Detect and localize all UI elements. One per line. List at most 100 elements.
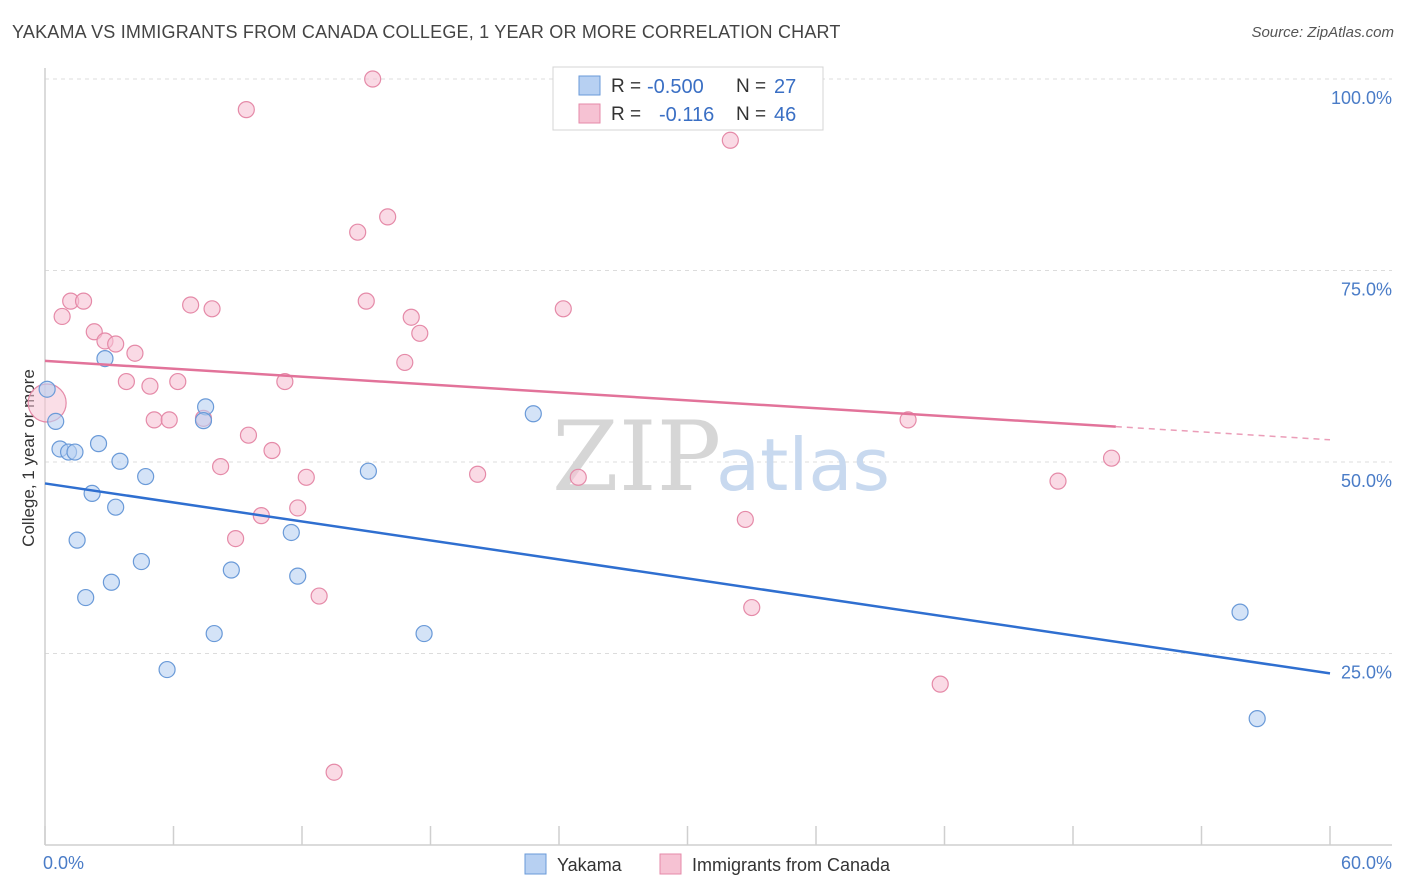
legend-swatch-canada <box>578 103 601 124</box>
trend-line-canada <box>44 359 1116 428</box>
yakama-point-19 <box>158 660 176 679</box>
yakama-point-7 <box>83 484 101 503</box>
trend-lines <box>44 359 1331 675</box>
y-tick-label-50: 50.0% <box>1341 471 1392 491</box>
canada-point-14 <box>203 300 221 318</box>
canada-point-11 <box>145 411 163 429</box>
canada-point-34 <box>554 300 572 318</box>
bottom-legend-label-yakama: Yakama <box>557 855 623 875</box>
canada-point-40 <box>736 510 754 529</box>
canada-point-10 <box>169 372 187 391</box>
canada-point-13 <box>182 296 200 314</box>
yakama-point-10 <box>68 531 86 549</box>
trend-line-yakama <box>44 482 1331 675</box>
canada-point-17 <box>239 426 258 444</box>
bottom-legend-label-canada: Immigrants from Canada <box>692 855 891 875</box>
source-label: Source: ZipAtlas.com <box>1251 24 1394 41</box>
yakama-point-9 <box>137 467 155 486</box>
canada-point-16 <box>212 457 230 476</box>
yakama-points <box>38 349 1266 728</box>
yakama-point-26 <box>1248 710 1266 728</box>
canada-point-20 <box>276 372 294 391</box>
canada-point-41 <box>899 411 917 429</box>
canada-point-32 <box>364 70 382 88</box>
canada-point-42 <box>931 675 949 693</box>
yakama-point-6 <box>111 452 129 470</box>
yakama-point-20 <box>282 523 300 542</box>
y-tick-labels: 25.0% 50.0% 75.0% 100.0% <box>1331 88 1392 683</box>
bottom-legend-swatch-yakama <box>524 853 547 875</box>
yakama-point-0 <box>38 380 56 398</box>
yakama-point-14 <box>96 349 114 368</box>
legend-r-value-canada: -0.116 <box>659 104 714 126</box>
yakama-point-24 <box>524 405 542 423</box>
canada-point-29 <box>402 308 420 326</box>
yakama-point-22 <box>359 462 377 480</box>
legend-n-value-canada: 46 <box>774 104 796 126</box>
canada-point-30 <box>411 324 429 342</box>
yakama-point-17 <box>222 561 240 579</box>
canada-point-6 <box>107 335 125 353</box>
y-tick-label-100: 100.0% <box>1331 88 1392 108</box>
watermark-zip: ZIP <box>552 401 721 513</box>
yakama-point-25 <box>1231 603 1249 621</box>
canada-point-43 <box>1049 472 1067 490</box>
canada-point-38 <box>721 131 739 149</box>
x-tick-label-min: 0.0% <box>43 853 84 873</box>
canada-point-9 <box>141 377 159 395</box>
canada-point-19 <box>263 441 281 460</box>
canada-point-8 <box>117 372 135 391</box>
y-tick-label-75: 75.0% <box>1341 280 1392 300</box>
legend-n-value-yakama: 27 <box>774 76 796 98</box>
legend-r-label-yakama: R = <box>611 76 641 97</box>
legend-n-label-canada: N = <box>736 104 766 125</box>
yakama-point-21 <box>289 567 307 585</box>
y-tick-label-25: 25.0% <box>1341 663 1392 683</box>
canada-point-28 <box>357 292 375 310</box>
watermark-atlas: atlas <box>716 423 890 507</box>
yakama-point-1 <box>47 412 65 431</box>
yakama-point-23 <box>415 624 433 643</box>
yakama-point-5 <box>89 435 108 453</box>
chart-title: YAKAMA VS IMMIGRANTS FROM CANADA COLLEGE… <box>12 22 841 42</box>
legend-swatch-yakama <box>578 75 601 96</box>
canada-point-27 <box>379 208 397 226</box>
x-tick-marks <box>44 826 1331 845</box>
canada-point-45 <box>325 763 343 781</box>
canada-point-24 <box>310 587 328 605</box>
canada-point-44 <box>1102 449 1121 467</box>
canada-point-33 <box>469 465 487 483</box>
canada-point-26 <box>349 223 367 241</box>
canada-point-23 <box>297 468 315 486</box>
yakama-point-11 <box>132 552 150 571</box>
canada-point-3 <box>74 292 93 310</box>
canada-point-39 <box>743 598 761 617</box>
legend-n-label-yakama: N = <box>736 76 766 97</box>
grid-lines <box>45 78 1392 654</box>
bottom-legend: Yakama Immigrants from Canada <box>524 853 891 875</box>
trend-line-canada-extension <box>1115 425 1331 441</box>
canada-point-35 <box>569 468 587 486</box>
yakama-point-12 <box>102 573 120 591</box>
yakama-point-18 <box>205 624 223 643</box>
canada-point-1 <box>53 307 71 326</box>
legend-r-label-canada: R = <box>611 104 641 125</box>
bottom-legend-swatch-canada <box>659 853 682 875</box>
canada-point-12 <box>160 411 178 429</box>
canada-point-25 <box>237 101 255 119</box>
canada-points <box>27 70 1121 781</box>
yakama-point-16 <box>194 412 213 430</box>
yakama-point-4 <box>66 443 84 461</box>
x-tick-label-max: 60.0% <box>1341 853 1392 873</box>
legend-r-value-yakama: -0.500 <box>647 76 704 98</box>
watermark: ZIP atlas <box>552 401 890 513</box>
legend: R = -0.500 N = 27 R = -0.116 N = 46 <box>552 66 824 131</box>
canada-point-18 <box>227 529 245 548</box>
yakama-point-8 <box>107 498 125 516</box>
canada-point-31 <box>396 353 414 372</box>
canada-point-7 <box>126 344 144 362</box>
yakama-point-13 <box>77 588 95 607</box>
canada-point-22 <box>289 499 307 517</box>
axes <box>44 68 1392 846</box>
